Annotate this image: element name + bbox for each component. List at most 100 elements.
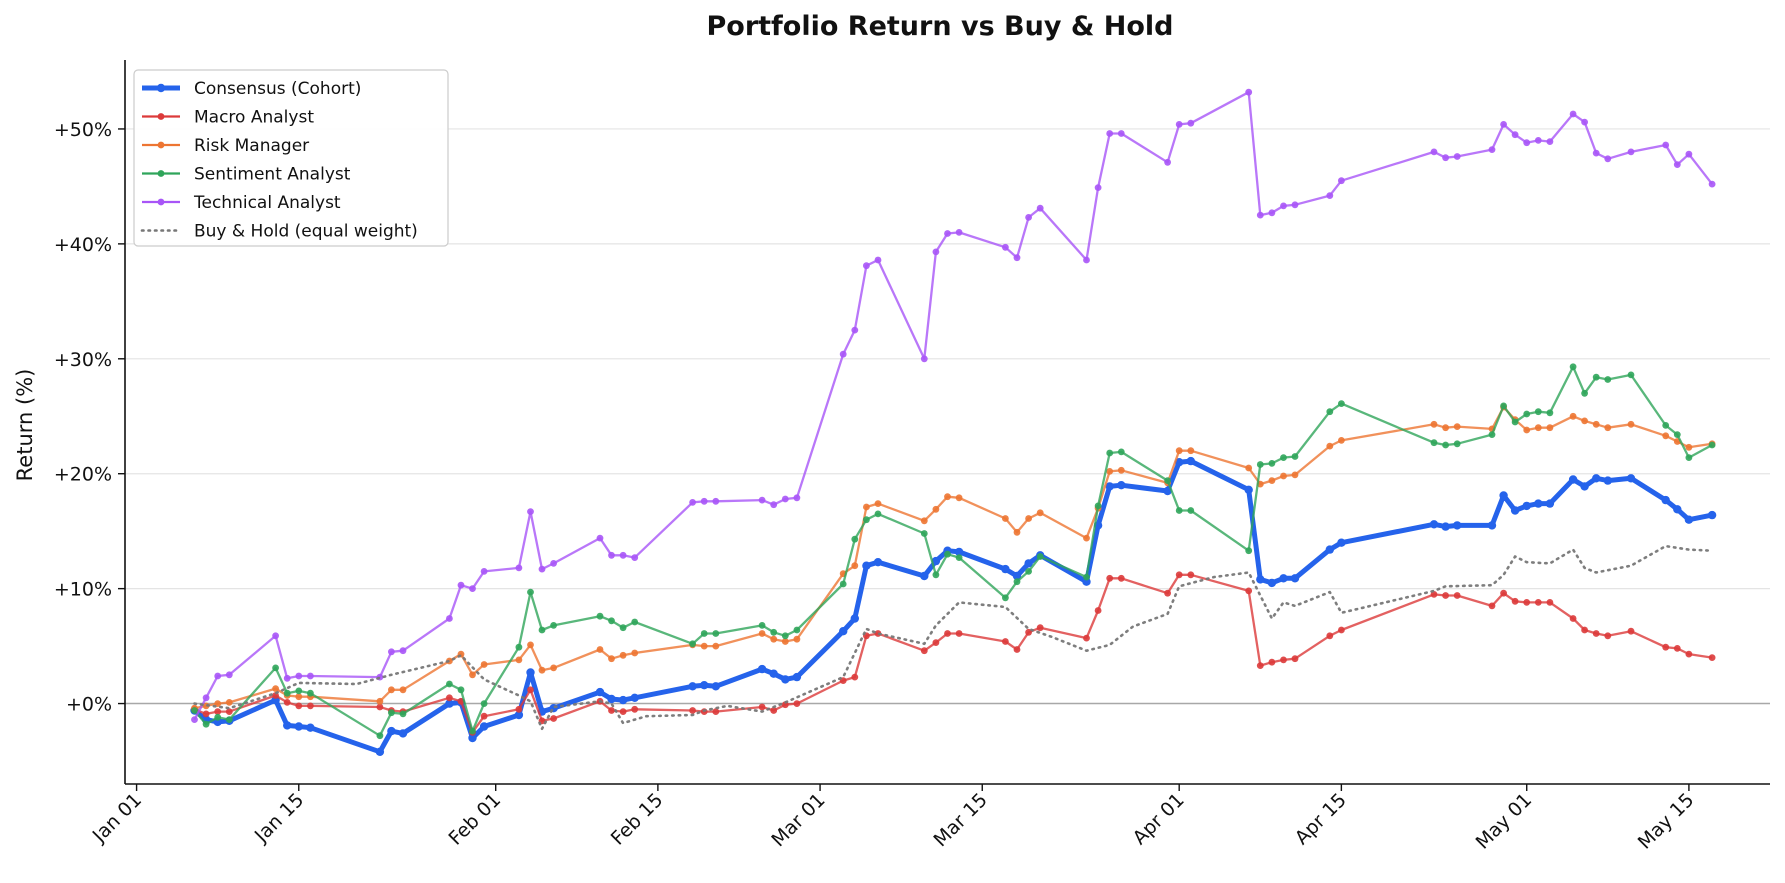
data-point (1534, 424, 1542, 432)
data-point (1453, 423, 1461, 430)
y-axis-label: Return (%) (13, 369, 37, 482)
legend-marker (157, 141, 165, 149)
data-point (1291, 655, 1299, 663)
data-point (955, 630, 963, 637)
data-point (1581, 417, 1588, 425)
data-point (1592, 149, 1600, 157)
data-point (1279, 574, 1288, 583)
data-point (283, 689, 291, 697)
data-point (1290, 574, 1300, 583)
data-point (596, 646, 604, 653)
data-point (1187, 507, 1195, 514)
data-point (1002, 638, 1009, 645)
data-point (399, 647, 407, 655)
data-point (781, 675, 790, 684)
x-tick-label: Jan 15 (250, 789, 308, 847)
data-point (272, 632, 279, 640)
data-point (758, 703, 766, 711)
data-point (480, 661, 488, 668)
data-point (1499, 491, 1508, 500)
data-point (538, 565, 546, 573)
series-1 (191, 571, 1716, 736)
data-point (1325, 545, 1335, 554)
data-point (202, 720, 210, 728)
data-point (214, 708, 222, 715)
data-point (631, 554, 639, 561)
data-point (920, 517, 928, 525)
data-point (1592, 474, 1601, 483)
data-point (1268, 658, 1276, 666)
data-point (1013, 528, 1021, 536)
series-line (194, 573, 1713, 734)
data-point (225, 716, 233, 723)
data-point (770, 628, 778, 636)
legend-frame (133, 69, 449, 247)
data-point (1430, 439, 1438, 447)
data-point (1012, 571, 1022, 581)
data-point (225, 699, 233, 706)
data-point (793, 494, 801, 502)
data-point (1581, 118, 1588, 126)
data-point (712, 642, 720, 650)
data-point (1268, 209, 1276, 217)
legend-label: Macro Analyst (194, 108, 314, 128)
data-point (839, 580, 847, 588)
data-point (1685, 650, 1693, 658)
data-point (1522, 501, 1531, 511)
data-point (1662, 643, 1670, 651)
data-point (608, 551, 615, 559)
data-point (295, 702, 303, 710)
data-point (1106, 130, 1114, 137)
series-0 (190, 456, 1717, 756)
data-point (272, 685, 279, 692)
data-point (307, 672, 314, 680)
data-point (1627, 148, 1635, 156)
data-point (514, 710, 524, 720)
data-point (388, 648, 395, 656)
data-point (1604, 376, 1612, 383)
data-point (480, 712, 488, 720)
data-point (770, 707, 778, 714)
data-point (1429, 520, 1439, 529)
data-point (1117, 130, 1125, 137)
data-point (689, 640, 696, 648)
series-line (192, 458, 1713, 755)
data-point (1500, 121, 1507, 128)
data-point (1256, 211, 1264, 219)
data-point (515, 643, 523, 651)
data-point (376, 732, 384, 740)
data-point (781, 495, 789, 503)
x-tick-label: Mar 01 (767, 789, 829, 851)
data-point (932, 639, 940, 646)
data-point (214, 713, 222, 721)
data-point (295, 693, 303, 701)
data-point (1604, 424, 1612, 432)
data-point (283, 721, 292, 730)
data-point (1326, 192, 1334, 200)
data-point (932, 248, 940, 256)
data-point (526, 668, 535, 677)
y-tick-label: +0% (66, 694, 112, 716)
data-point (596, 534, 604, 542)
data-point (1707, 510, 1717, 520)
data-point (1002, 515, 1009, 522)
data-point (1117, 466, 1125, 474)
data-point (468, 733, 477, 743)
data-point (1488, 602, 1496, 610)
data-point (1684, 515, 1694, 524)
data-point (758, 622, 766, 629)
data-point (944, 630, 951, 637)
data-point (1291, 453, 1299, 460)
series-4 (191, 88, 1716, 723)
data-point (1546, 409, 1554, 417)
data-point (550, 622, 557, 629)
data-point (1244, 485, 1253, 494)
data-point (1338, 626, 1345, 634)
data-point (1025, 515, 1032, 522)
data-point (469, 585, 476, 592)
data-point (1500, 589, 1507, 597)
data-point (700, 497, 708, 505)
data-point (873, 558, 883, 567)
data-point (550, 715, 557, 722)
data-point (480, 700, 488, 707)
